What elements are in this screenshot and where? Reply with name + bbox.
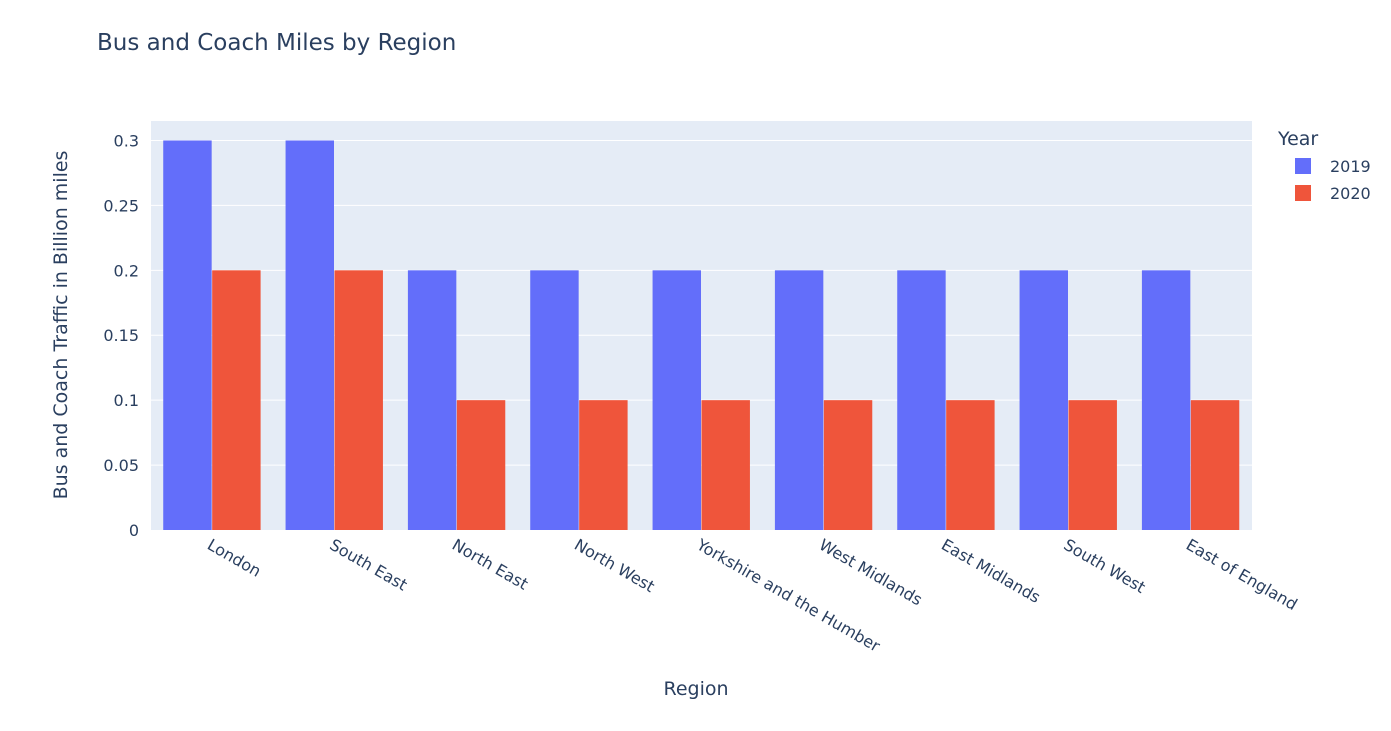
bar-2020[interactable] xyxy=(1190,400,1240,530)
bar-2019[interactable] xyxy=(407,270,457,530)
y-tick-label: 0.15 xyxy=(103,326,139,345)
bar-2020[interactable] xyxy=(579,400,628,530)
bar-2019[interactable] xyxy=(652,270,701,530)
bar-layer xyxy=(163,140,1240,530)
y-tick-label: 0.2 xyxy=(114,261,139,280)
y-tick-label: 0 xyxy=(129,521,139,540)
legend-item-2019[interactable]: 2019 xyxy=(1295,157,1371,176)
y-axis-title: Bus and Coach Traffic in Billion miles xyxy=(50,151,72,500)
y-tick-label: 0.1 xyxy=(114,391,139,410)
y-axis-ticks: 0 0.05 0.1 0.15 0.2 0.25 0.3 xyxy=(103,131,139,540)
bar-2019[interactable] xyxy=(774,270,824,530)
legend-label: 2019 xyxy=(1330,157,1371,176)
legend[interactable]: Year 2019 2020 xyxy=(1277,128,1371,203)
bar-2019[interactable] xyxy=(1141,270,1191,530)
legend-swatch xyxy=(1295,185,1311,201)
x-tick-label: North East xyxy=(449,535,532,594)
x-tick-label: North West xyxy=(571,535,658,596)
bar-2019[interactable] xyxy=(285,140,334,530)
bar-2020[interactable] xyxy=(1068,400,1117,530)
legend-items[interactable]: 2019 2020 xyxy=(1295,157,1371,203)
x-tick-label: East Midlands xyxy=(938,535,1044,607)
bar-2019[interactable] xyxy=(530,270,579,530)
bar-2019[interactable] xyxy=(897,270,946,530)
legend-swatch xyxy=(1295,158,1311,174)
x-axis-title: Region xyxy=(663,678,728,700)
legend-title: Year xyxy=(1277,128,1318,150)
chart-title: Bus and Coach Miles by Region xyxy=(97,30,456,56)
bar-2020[interactable] xyxy=(823,400,873,530)
legend-item-2020[interactable]: 2020 xyxy=(1295,184,1371,203)
y-tick-label: 0.25 xyxy=(103,196,139,215)
x-tick-label: West Midlands xyxy=(816,535,926,609)
y-tick-label: 0.05 xyxy=(103,456,139,475)
bar-2020[interactable] xyxy=(212,270,261,530)
x-tick-label: London xyxy=(204,535,264,581)
x-tick-label: South West xyxy=(1061,535,1149,597)
bar-2020[interactable] xyxy=(946,400,995,530)
bar-2019[interactable] xyxy=(163,140,212,530)
x-tick-label: South East xyxy=(327,535,411,595)
y-tick-label: 0.3 xyxy=(114,131,139,150)
bar-2019[interactable] xyxy=(1019,270,1068,530)
bar-2020[interactable] xyxy=(701,400,750,530)
bar-2020[interactable] xyxy=(334,270,383,530)
legend-label: 2020 xyxy=(1330,184,1371,203)
x-axis-ticks: London South East North East North West York… xyxy=(204,535,1300,656)
bar-2020[interactable] xyxy=(456,400,506,530)
x-tick-label: East of England xyxy=(1183,535,1301,614)
